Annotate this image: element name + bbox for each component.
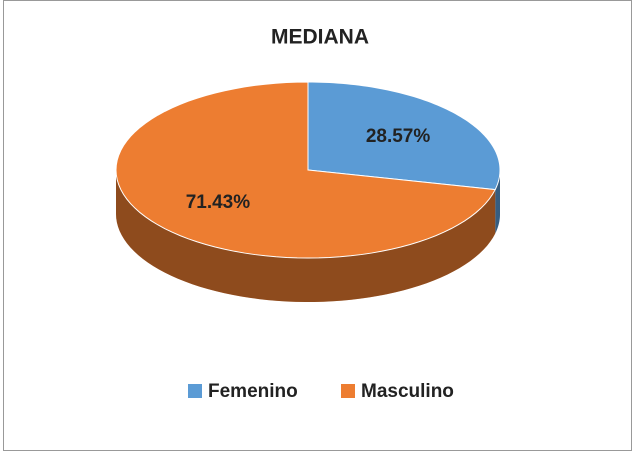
legend-swatch [188, 384, 202, 398]
slice [307, 81, 501, 191]
slice-side-shade [116, 170, 496, 302]
legend-swatch [341, 384, 355, 398]
legend-label: Masculino [361, 381, 454, 402]
slice [115, 81, 496, 259]
data-label: 71.43% [186, 192, 251, 213]
slice-side [116, 170, 496, 302]
chart-title: MEDIANA [271, 26, 369, 49]
data-label: 28.57% [366, 126, 431, 147]
slice-side-shade [495, 170, 500, 234]
legend-label: Femenino [208, 381, 298, 402]
slice-side [495, 170, 500, 234]
